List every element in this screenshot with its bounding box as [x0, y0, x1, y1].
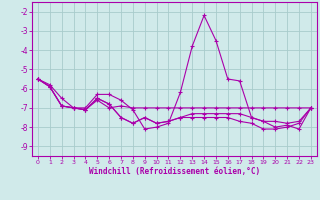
X-axis label: Windchill (Refroidissement éolien,°C): Windchill (Refroidissement éolien,°C)	[89, 167, 260, 176]
